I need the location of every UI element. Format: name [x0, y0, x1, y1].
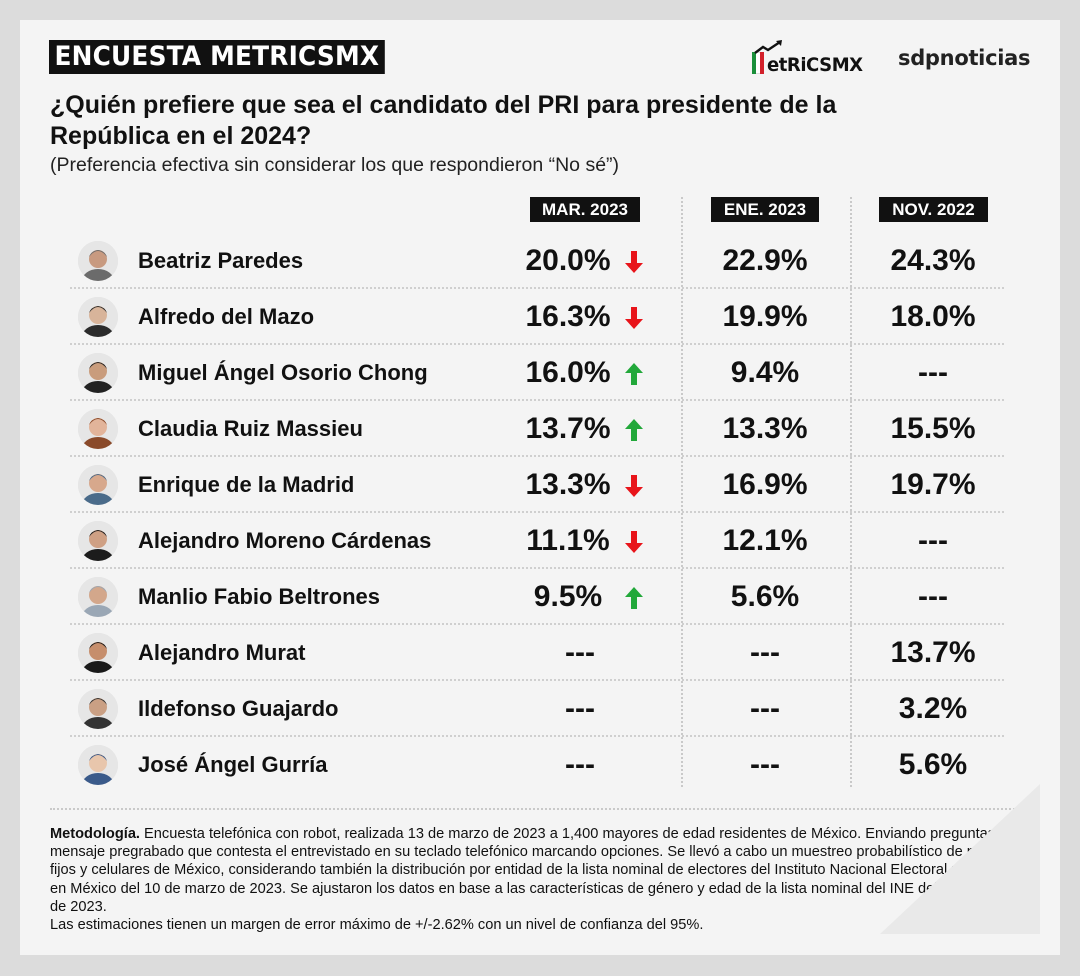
column-header-nov-2022: NOV. 2022	[879, 197, 988, 222]
trend-down-arrow-icon	[625, 531, 643, 553]
trend-up-arrow-icon	[625, 363, 643, 385]
methodology-divider	[50, 808, 1030, 810]
metricsmx-logo-text: etRiCSMX	[767, 54, 863, 76]
cell-value-nov-2022: ---	[918, 580, 948, 613]
column-divider	[681, 197, 683, 787]
table-row: Manlio Fabio Beltrones 9.5% 5.6% ---	[70, 569, 1004, 625]
cell-value-ene-2023: 16.9%	[722, 468, 808, 501]
methodology-label: Metodología.	[50, 826, 140, 842]
chart-title: ¿Quién prefiere que sea el candidato del…	[50, 91, 837, 150]
trend-up-arrow-icon	[625, 587, 643, 609]
margin-of-error-text: Las estimaciones tienen un margen de err…	[50, 917, 704, 934]
cell-value-ene-2023: 22.9%	[722, 244, 808, 277]
cell-value-ene-2023: ---	[750, 748, 780, 781]
row-divider	[70, 343, 1004, 345]
table-row: Beatriz Paredes 20.0% 22.9% 24.3%	[70, 233, 1004, 289]
cell-value-nov-2022: ---	[918, 524, 948, 557]
avatar-man-suit	[78, 353, 118, 393]
candidate-name: Ildefonso Guajardo	[138, 696, 339, 721]
cell-value-mar-2023: ---	[565, 748, 595, 781]
cell-value-ene-2023: 5.6%	[730, 580, 800, 613]
column-header-mar-2023: MAR. 2023	[530, 197, 640, 222]
table-row: Ildefonso Guajardo --- --- 3.2%	[70, 681, 1004, 737]
avatar-man-glasses	[78, 745, 118, 785]
row-divider	[70, 511, 1004, 513]
cell-value-ene-2023: 12.1%	[722, 524, 808, 557]
cell-value-mar-2023: ---	[565, 636, 595, 669]
column-divider	[850, 197, 852, 787]
avatar-man-suit	[78, 297, 118, 337]
cell-value-ene-2023: ---	[750, 692, 780, 725]
trend-arrow-icon	[754, 40, 782, 54]
flag-stripe-white	[756, 52, 760, 74]
avatar-man-suit	[78, 633, 118, 673]
cell-value-mar-2023: 9.5%	[533, 580, 603, 613]
avatar-man-suit	[78, 577, 118, 617]
survey-badge: ENCUESTA METRICSMX	[49, 40, 385, 74]
candidate-name: Claudia Ruiz Massieu	[138, 416, 363, 441]
table-row: Claudia Ruiz Massieu 13.7% 13.3% 15.5%	[70, 401, 1004, 457]
avatar-man-outdoor	[78, 465, 118, 505]
trend-up-arrow-icon	[625, 419, 643, 441]
avatar-woman-gray-hair	[78, 241, 118, 281]
cell-value-ene-2023: 9.4%	[730, 356, 800, 389]
cell-value-mar-2023: 20.0%	[525, 244, 611, 277]
flag-stripe-green	[752, 52, 756, 74]
sdpnoticias-logo: sdpnoticias	[898, 46, 1031, 70]
table-row: Alfredo del Mazo 16.3% 19.9% 18.0%	[70, 289, 1004, 345]
table-row: Alejandro Murat --- --- 13.7%	[70, 625, 1004, 681]
table-row: Enrique de la Madrid 13.3% 16.9% 19.7%	[70, 457, 1004, 513]
candidate-name: Miguel Ángel Osorio Chong	[138, 360, 428, 385]
cell-value-nov-2022: 19.7%	[890, 468, 976, 501]
candidate-name: Beatriz Paredes	[138, 248, 304, 273]
cell-value-ene-2023: ---	[750, 636, 780, 669]
cell-value-nov-2022: 5.6%	[898, 748, 968, 781]
column-header-ene-2023: ENE. 2023	[711, 197, 819, 222]
cell-value-ene-2023: 19.9%	[722, 300, 808, 333]
table-row: Alejandro Moreno Cárdenas 11.1% 12.1% ---	[70, 513, 1004, 569]
trend-down-arrow-icon	[625, 307, 643, 329]
cell-value-mar-2023: 16.3%	[525, 300, 611, 333]
row-divider	[70, 567, 1004, 569]
candidate-name: Manlio Fabio Beltrones	[138, 584, 381, 609]
candidate-name: Alejandro Murat	[138, 640, 306, 665]
cell-value-nov-2022: ---	[918, 356, 948, 389]
metricsmx-logo: etRiCSMX	[752, 40, 868, 76]
cell-value-mar-2023: 16.0%	[525, 356, 611, 389]
methodology-text: Encuesta telefónica con robot, realizada…	[50, 826, 1024, 915]
methodology-note: Metodología. Encuesta telefónica con rob…	[50, 825, 1035, 934]
trend-down-arrow-icon	[625, 475, 643, 497]
mexico-flag-icon	[752, 52, 764, 74]
cell-value-mar-2023: 13.3%	[525, 468, 611, 501]
row-divider	[70, 287, 1004, 289]
avatar-man-glasses	[78, 689, 118, 729]
cell-value-nov-2022: 18.0%	[890, 300, 976, 333]
table-row: Miguel Ángel Osorio Chong 16.0% 9.4% ---	[70, 345, 1004, 401]
cell-value-nov-2022: 24.3%	[890, 244, 976, 277]
avatar-woman-brown-hair	[78, 409, 118, 449]
cell-value-nov-2022: 3.2%	[898, 692, 968, 725]
cell-value-mar-2023: 11.1%	[526, 524, 610, 557]
avatar-man-suit	[78, 521, 118, 561]
trend-down-arrow-icon	[625, 251, 643, 273]
candidate-name: Enrique de la Madrid	[138, 472, 355, 497]
cell-value-nov-2022: 15.5%	[890, 412, 976, 445]
row-divider	[70, 623, 1004, 625]
table-row: José Ángel Gurría --- --- 5.6%	[70, 737, 1004, 793]
cell-value-mar-2023: ---	[565, 692, 595, 725]
cell-value-mar-2023: 13.7%	[525, 412, 611, 445]
candidate-name: Alfredo del Mazo	[138, 304, 315, 329]
row-divider	[70, 679, 1004, 681]
row-divider	[70, 399, 1004, 401]
cell-value-nov-2022: 13.7%	[890, 636, 976, 669]
row-divider	[70, 735, 1004, 737]
row-divider	[70, 455, 1004, 457]
candidate-name: José Ángel Gurría	[138, 752, 328, 777]
poll-card: ENCUESTA METRICSMX etRiCSMX sdpnoticias …	[20, 20, 1060, 955]
candidate-name: Alejandro Moreno Cárdenas	[138, 528, 432, 553]
corner-decoration	[880, 784, 1040, 934]
chart-subtitle: (Preferencia efectiva sin considerar los…	[50, 154, 620, 176]
cell-value-ene-2023: 13.3%	[722, 412, 808, 445]
flag-stripe-red	[760, 52, 764, 74]
